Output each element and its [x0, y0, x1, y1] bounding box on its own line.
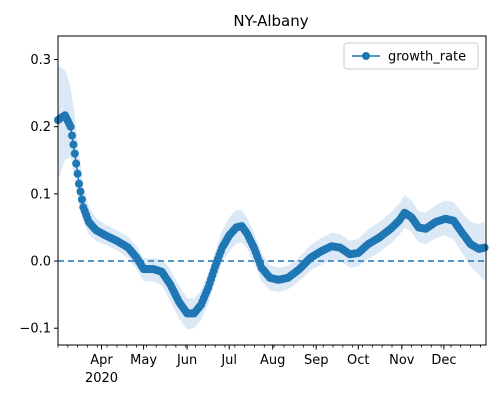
data-point — [73, 169, 82, 178]
x-tick-label: Nov — [389, 353, 415, 368]
y-tick-label: 0.0 — [30, 255, 51, 270]
data-point — [480, 243, 489, 252]
chart-title: NY-Albany — [233, 12, 308, 30]
data-point — [77, 195, 86, 204]
y-tick-label: 0.1 — [30, 187, 51, 202]
plot-area: 0.3 0.2 0.1 0.0 −0.1 Apr May Jun Jul Aug Sep Oct Nov… — [19, 35, 489, 386]
x-tick-label: Dec — [431, 353, 456, 368]
x-tick-label: Oct — [347, 353, 369, 368]
data-point — [75, 179, 83, 188]
data-point — [76, 187, 85, 196]
x-tick-label: Jul — [220, 353, 237, 368]
x-tick-label: May — [130, 353, 157, 368]
x-tick-label: Aug — [260, 353, 285, 368]
y-tick-label: −0.1 — [19, 322, 51, 337]
data-point — [66, 122, 75, 131]
x-tick-label: Sep — [304, 353, 329, 368]
x-tick-label: Apr — [90, 353, 113, 368]
data-point — [68, 131, 76, 140]
data-point — [69, 140, 78, 149]
y-tick-label: 0.3 — [30, 53, 51, 68]
legend-box — [343, 42, 479, 70]
x-year-label: 2020 — [85, 371, 118, 386]
data-point — [70, 149, 79, 158]
confidence-band — [58, 66, 485, 330]
y-tick-label: 0.2 — [30, 120, 51, 135]
legend-label: growth_rate — [388, 50, 466, 65]
plot-frame — [57, 35, 487, 346]
legend-marker-swatch — [362, 52, 370, 60]
x-tick-label: Jun — [176, 353, 197, 368]
data-point — [72, 159, 81, 168]
